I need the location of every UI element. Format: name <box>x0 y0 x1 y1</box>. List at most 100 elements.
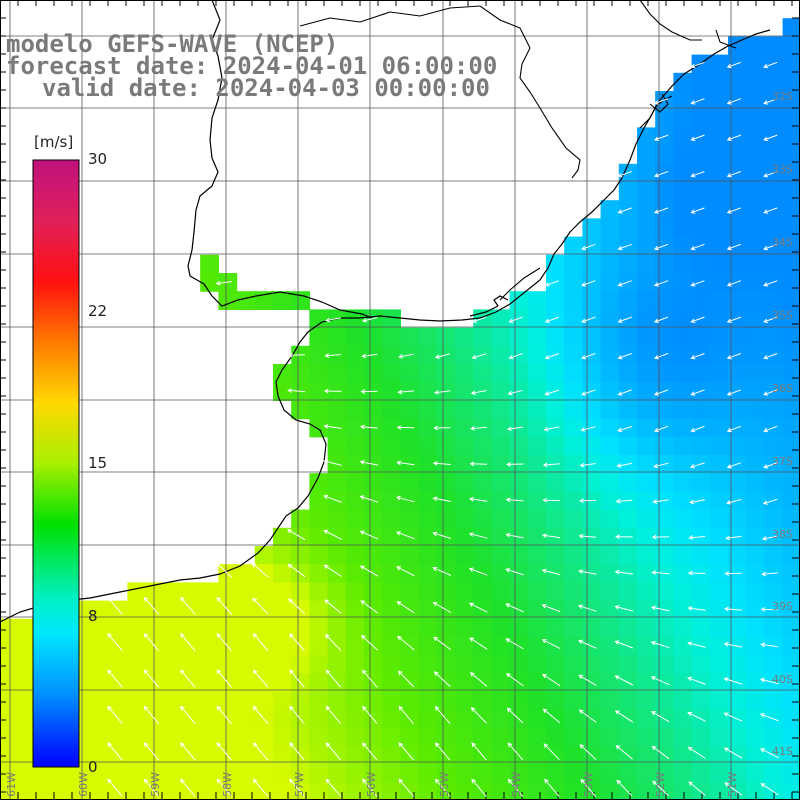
wind-arrow <box>580 426 596 432</box>
wind-cell <box>746 382 765 401</box>
wind-cell <box>782 36 800 56</box>
wind-cell <box>436 400 456 420</box>
wind-cell <box>764 655 784 674</box>
wind-cell <box>673 655 693 674</box>
wind-arrow <box>359 530 379 540</box>
wind-cell <box>709 582 729 602</box>
wind-cell <box>782 546 800 565</box>
wind-arrow <box>760 607 779 612</box>
wind-cell <box>418 364 438 383</box>
wind-arrow <box>433 390 451 395</box>
wind-arrow <box>617 171 632 178</box>
longitude-label: 60W <box>77 772 90 797</box>
wind-cell <box>746 728 765 747</box>
wind-cell <box>655 291 674 310</box>
wind-cell <box>382 546 401 565</box>
wind-arrow <box>143 705 160 725</box>
wind-arrow <box>107 742 123 761</box>
wind-cell <box>527 764 547 784</box>
wind-cell <box>382 364 401 383</box>
wind-arrow <box>614 569 633 575</box>
wind-cell <box>746 72 765 92</box>
wind-cell <box>618 764 638 784</box>
wind-cell <box>345 600 365 620</box>
wind-arrow <box>690 134 705 141</box>
wind-arrow <box>395 531 415 540</box>
wind-cell <box>455 600 474 620</box>
wind-arrow <box>397 670 415 688</box>
wind-cell <box>200 582 219 602</box>
wind-arrow <box>544 316 560 323</box>
wind-arrow <box>216 632 232 652</box>
wind-cell <box>491 400 511 420</box>
wind-cell <box>709 782 729 800</box>
wind-cell <box>163 637 183 656</box>
wind-cell <box>54 782 74 800</box>
wind-cell <box>400 691 420 711</box>
wind-arrow <box>323 459 342 466</box>
wind-cell <box>746 236 765 256</box>
wind-cell <box>746 163 765 183</box>
wind-cell <box>200 728 219 747</box>
wind-cell <box>382 455 401 474</box>
wind-cell <box>163 691 183 711</box>
wind-arrow <box>617 243 632 251</box>
longitude-label: 56W <box>365 772 378 797</box>
wind-arrow <box>723 606 742 612</box>
wind-arrow <box>505 532 524 539</box>
wind-cell <box>418 709 438 729</box>
wind-cell <box>709 327 729 347</box>
wind-cell <box>728 728 747 747</box>
wind-cell <box>582 327 602 347</box>
wind-cell <box>546 364 565 383</box>
wind-arrow <box>653 389 669 396</box>
latitude-label: 32S <box>772 90 793 103</box>
wind-cell <box>491 709 511 729</box>
wind-cell <box>400 364 420 383</box>
wind-cell <box>709 546 729 565</box>
wind-cell <box>418 345 438 365</box>
wind-arrow <box>690 280 705 287</box>
wind-arrow <box>468 496 488 502</box>
wind-arrow <box>286 529 306 541</box>
wind-cell <box>582 436 602 456</box>
wind-arrow <box>544 353 560 360</box>
wind-cell <box>691 254 711 274</box>
wind-cell <box>36 764 56 784</box>
wind-cell <box>764 473 784 492</box>
wind-cell <box>782 509 800 529</box>
wind-arrow <box>107 705 123 725</box>
wind-cell <box>236 782 256 800</box>
wind-arrow <box>508 316 523 323</box>
wind-cell <box>418 418 438 438</box>
wind-vector-arrows <box>107 61 779 797</box>
wind-arrow <box>760 783 779 796</box>
wind-arrow <box>726 425 742 433</box>
wind-cell <box>309 418 329 438</box>
wind-cell <box>691 546 711 565</box>
wind-cell <box>582 473 602 492</box>
wind-cell <box>709 455 729 474</box>
wind-cell <box>782 218 800 238</box>
wind-cell <box>200 655 219 674</box>
wind-cell <box>782 400 800 420</box>
wind-cell <box>764 36 784 56</box>
wind-cell <box>18 655 37 674</box>
wind-cell <box>0 709 19 729</box>
wind-cell <box>564 382 583 401</box>
wind-cell <box>564 473 583 492</box>
wind-arrow <box>541 568 561 576</box>
wind-cell <box>746 109 765 128</box>
wind-cell <box>618 691 638 711</box>
wind-arrow <box>432 601 452 614</box>
wind-cell <box>400 473 420 492</box>
wind-cell <box>91 709 110 729</box>
wind-cell <box>728 254 747 274</box>
wind-arrow <box>289 778 305 797</box>
wind-cell <box>455 564 474 583</box>
wind-arrow <box>650 605 670 612</box>
wind-cell <box>382 418 401 438</box>
wind-arrow <box>763 207 778 214</box>
wind-cell <box>509 400 529 420</box>
